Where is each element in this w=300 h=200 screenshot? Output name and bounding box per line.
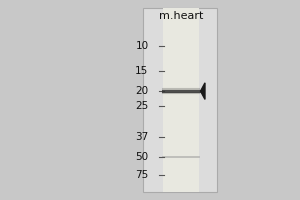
Text: m.heart: m.heart <box>159 11 203 21</box>
Text: 37: 37 <box>135 132 148 142</box>
Text: 75: 75 <box>135 170 148 180</box>
Text: 10: 10 <box>135 41 148 51</box>
Text: 15: 15 <box>135 66 148 76</box>
Polygon shape <box>200 83 205 99</box>
Bar <box>142 8 217 192</box>
Text: 50: 50 <box>135 152 148 162</box>
Text: 25: 25 <box>135 101 148 111</box>
Bar <box>164 8 199 192</box>
Text: 20: 20 <box>135 86 148 96</box>
